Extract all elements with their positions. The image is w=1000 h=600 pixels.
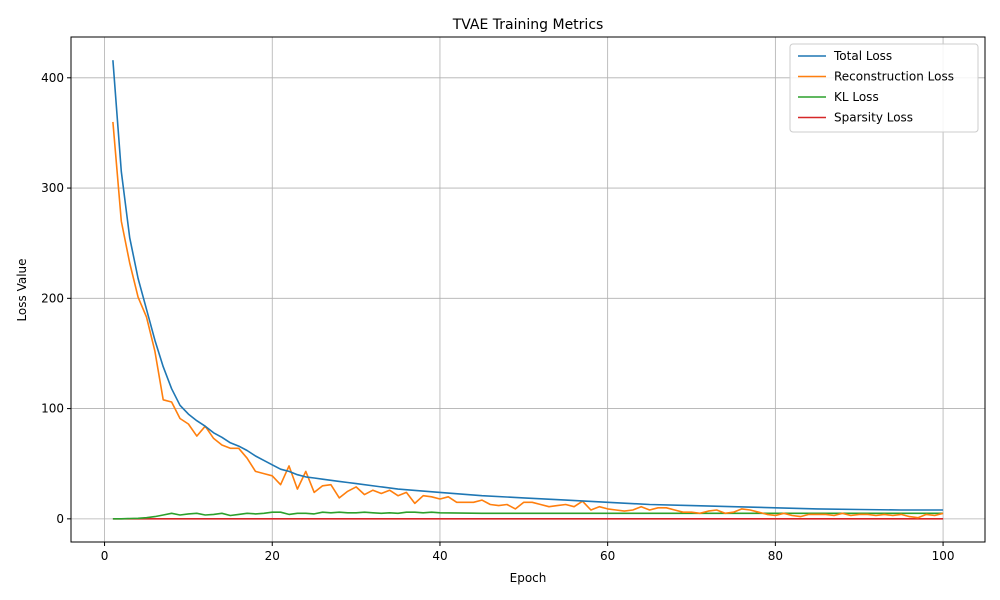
legend-items: Total Loss Reconstruction Loss KL Loss Spar… xyxy=(798,49,954,125)
x-tick-label: 60 xyxy=(600,549,615,563)
legend-label-total-loss: Total Loss xyxy=(833,49,892,63)
plot-frame xyxy=(70,36,986,543)
legend-label-kl-loss: KL Loss xyxy=(834,90,879,104)
x-tick-label: 100 xyxy=(932,549,955,563)
legend-label-reconstruction-loss: Reconstruction Loss xyxy=(834,70,954,84)
x-tick-label: 0 xyxy=(101,549,109,563)
chart-title: TVAE Training Metrics xyxy=(452,17,604,33)
y-tick-label: 100 xyxy=(41,402,64,416)
legend: Total Loss Reconstruction Loss KL Loss Spar… xyxy=(789,43,979,133)
x-axis: 0 20 40 60 80 100 xyxy=(101,542,955,563)
x-tick-label: 20 xyxy=(265,549,280,563)
series-layer xyxy=(112,60,944,520)
y-tick-label: 0 xyxy=(56,512,64,526)
x-axis-label: Epoch xyxy=(510,571,547,585)
y-tick-label: 200 xyxy=(41,291,64,305)
y-tick-label: 300 xyxy=(41,181,64,195)
series-line-kl-loss xyxy=(112,511,944,520)
series-line-reconstruction-loss xyxy=(112,121,944,519)
x-tick-label: 40 xyxy=(432,549,447,563)
series-line-total-loss xyxy=(112,60,944,511)
y-axis: 0 100 200 300 400 xyxy=(41,71,71,526)
y-axis-label: Loss Value xyxy=(15,258,29,321)
x-tick-label: 80 xyxy=(768,549,783,563)
legend-label-sparsity-loss: Sparsity Loss xyxy=(834,111,913,125)
y-tick-label: 400 xyxy=(41,71,64,85)
legend-box xyxy=(789,43,979,133)
